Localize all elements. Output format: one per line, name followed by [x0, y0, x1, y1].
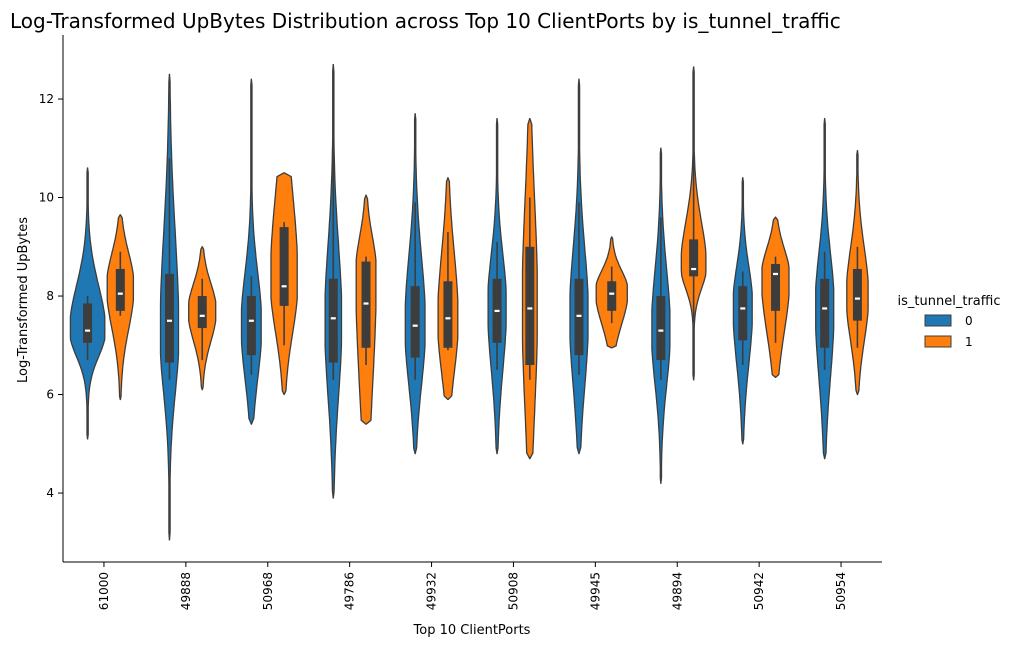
- y-tick-label: 10: [39, 191, 54, 205]
- violin-box: [410, 286, 420, 358]
- x-axis-label: Top 10 ClientPorts: [413, 623, 531, 638]
- violin-median: [412, 324, 418, 327]
- violin-box: [656, 296, 666, 361]
- violin-median: [822, 307, 828, 310]
- legend-label-1: 1: [965, 335, 973, 349]
- violin-median: [281, 285, 287, 288]
- violin-median: [691, 267, 697, 271]
- violin-median: [248, 319, 254, 322]
- y-axis: 4 6 8 10 12: [39, 35, 64, 562]
- violin-box: [115, 268, 125, 311]
- x-tick-label: 50968: [261, 572, 275, 610]
- legend-entries: 01: [924, 314, 973, 349]
- violin-median: [740, 307, 746, 310]
- violin-box: [607, 281, 617, 311]
- violin-median: [445, 317, 451, 320]
- y-tick-label: 6: [46, 388, 54, 402]
- x-tick-label: 49894: [670, 572, 684, 610]
- violin-box: [689, 239, 699, 277]
- violin-median: [117, 292, 123, 295]
- series-0: [69, 63, 835, 541]
- violin-median: [85, 329, 91, 332]
- chart-title: Log-Transformed UpBytes Distribution acr…: [10, 9, 841, 33]
- violin-median: [166, 319, 172, 322]
- x-tick-label: 50908: [506, 572, 520, 610]
- legend-swatch-1: [924, 335, 952, 348]
- violin-median: [658, 329, 664, 332]
- violin-box: [820, 278, 830, 348]
- violin-median: [854, 297, 860, 300]
- violin-box: [443, 281, 453, 348]
- x-tick-label: 49786: [343, 572, 357, 610]
- x-tick-label: 61000: [97, 572, 111, 610]
- x-tick-label: 49888: [179, 572, 193, 610]
- x-tick-label: 50954: [834, 572, 848, 610]
- series-1: [106, 66, 869, 460]
- violin-box: [771, 264, 781, 311]
- violin-box: [164, 273, 174, 363]
- legend-title: is_tunnel_traffic: [898, 294, 1001, 309]
- violin-median: [576, 314, 582, 317]
- violin-box: [525, 246, 535, 365]
- legend: is_tunnel_traffic 01: [898, 294, 1001, 349]
- violin-box: [574, 278, 584, 356]
- plot-area: [69, 63, 869, 541]
- legend-label-0: 0: [965, 314, 973, 328]
- x-tick-label: 49945: [588, 572, 602, 610]
- violin-median: [494, 309, 500, 313]
- y-tick-label: 12: [39, 92, 54, 106]
- violin-box: [328, 278, 338, 363]
- violin-box: [738, 286, 748, 341]
- x-tick-label: 50942: [752, 572, 766, 610]
- violin-median: [609, 292, 615, 295]
- violin-median: [527, 307, 533, 310]
- legend-swatch-0: [924, 314, 952, 327]
- violin-box: [246, 296, 256, 356]
- violin-box: [279, 227, 289, 306]
- x-tick-label: 49932: [425, 572, 439, 610]
- violin-median: [199, 314, 205, 317]
- violin-box: [83, 303, 93, 343]
- y-tick-label: 4: [46, 486, 54, 500]
- y-axis-label: Log-Transformed UpBytes: [16, 217, 31, 383]
- violin-box: [361, 261, 371, 348]
- violin-50968-0: [240, 78, 262, 425]
- violin-median: [363, 302, 369, 305]
- violin-median: [330, 317, 336, 320]
- x-axis: 61000 49888 50968 49786 49932 50908 49945 49894…: [63, 561, 882, 610]
- violin-box: [197, 296, 207, 329]
- violin-median: [773, 272, 779, 276]
- y-tick-label: 8: [46, 289, 54, 303]
- violin-box: [852, 268, 862, 321]
